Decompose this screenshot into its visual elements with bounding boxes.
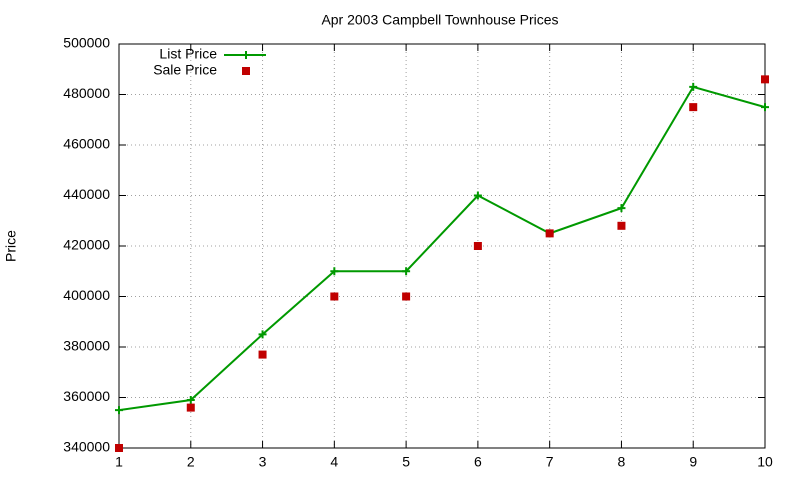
x-tick-label: 3 <box>259 454 267 470</box>
y-tick-label: 480000 <box>63 85 110 101</box>
x-tick-label: 8 <box>618 454 626 470</box>
y-tick-label: 400000 <box>63 287 110 303</box>
x-tick-label: 5 <box>402 454 410 470</box>
point-marker <box>186 403 195 412</box>
legend-label: List Price <box>159 46 217 62</box>
x-tick-label: 6 <box>474 454 482 470</box>
point-marker <box>115 444 123 452</box>
point-marker <box>761 75 769 84</box>
x-tick-label: 9 <box>689 454 697 470</box>
x-tick-label: 4 <box>330 454 338 470</box>
y-tick-label: 420000 <box>63 237 110 253</box>
point-marker <box>115 406 123 415</box>
y-axis-label: Price <box>3 230 19 262</box>
point-marker <box>473 242 482 250</box>
chart-title: Apr 2003 Campbell Townhouse Prices <box>321 12 558 28</box>
point-marker <box>617 221 626 230</box>
legend-swatch <box>242 51 250 59</box>
series-line <box>118 85 766 412</box>
point-marker <box>689 82 698 91</box>
x-tick-label: 10 <box>757 454 773 470</box>
point-marker <box>258 350 267 359</box>
point-marker <box>186 396 195 405</box>
legend-swatch <box>242 67 250 75</box>
legend-label: Sale Price <box>153 62 217 78</box>
y-tick-label: 360000 <box>63 388 110 404</box>
x-tick-label: 2 <box>187 454 195 470</box>
y-tick-label: 340000 <box>63 439 110 455</box>
point-marker <box>330 267 339 276</box>
plot-frame <box>118 43 766 449</box>
point-marker <box>761 103 769 112</box>
point-marker <box>258 330 267 339</box>
point-marker <box>617 204 626 213</box>
x-tick-label: 1 <box>115 454 123 470</box>
point-marker <box>473 191 482 200</box>
point-marker <box>402 292 411 301</box>
y-tick-label: 500000 <box>63 35 110 51</box>
point-marker <box>545 229 554 238</box>
point-marker <box>330 292 339 301</box>
point-marker <box>402 267 411 276</box>
x-tick-label: 7 <box>546 454 554 470</box>
y-tick-label: 440000 <box>63 186 110 202</box>
point-marker <box>689 103 698 112</box>
y-tick-label: 460000 <box>63 136 110 152</box>
y-tick-label: 380000 <box>63 338 110 354</box>
